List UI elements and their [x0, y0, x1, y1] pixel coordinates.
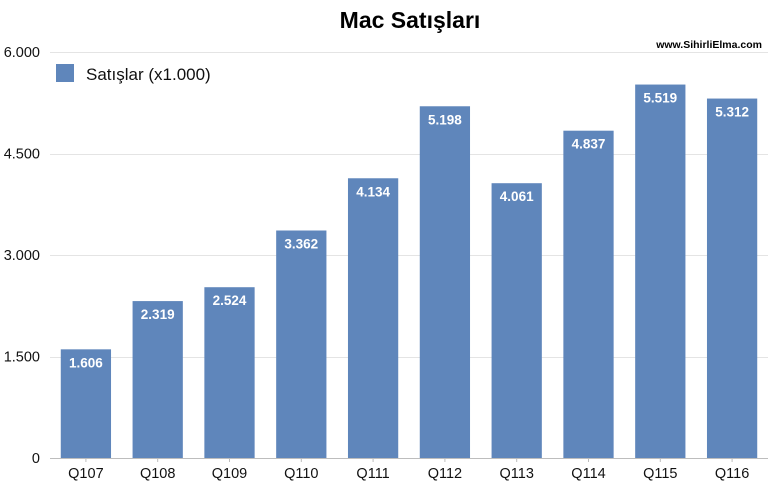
data-label: 5.198 [428, 112, 462, 127]
x-tick-label: Q113 [499, 466, 533, 482]
bar [132, 301, 183, 458]
data-label: 5.519 [643, 91, 677, 106]
y-tick-label: 3.000 [4, 248, 40, 264]
bars [60, 84, 758, 459]
y-tick-label: 4.500 [4, 147, 40, 163]
data-label: 1.606 [69, 355, 103, 370]
x-tick-label: Q110 [284, 466, 318, 482]
data-label: 5.312 [715, 105, 749, 120]
legend-swatch [56, 64, 74, 82]
bar [563, 130, 614, 458]
data-label: 2.524 [213, 293, 247, 308]
bar [204, 287, 255, 458]
data-label: 4.837 [572, 137, 606, 152]
data-label: 3.362 [284, 237, 318, 252]
x-tick-label: Q112 [428, 466, 462, 482]
legend-label: Satışlar (x1.000) [86, 65, 211, 84]
bar [706, 98, 758, 459]
bar [347, 178, 399, 459]
data-label: 4.061 [500, 189, 534, 204]
bar [635, 84, 686, 458]
x-tick-label: Q109 [212, 466, 247, 482]
y-tick-label: 1.500 [4, 350, 40, 366]
y-tick-label: 6.000 [4, 45, 40, 61]
bar [419, 106, 471, 458]
x-tick-label: Q108 [140, 466, 175, 482]
data-label: 4.134 [356, 184, 390, 199]
x-tick-label: Q107 [68, 466, 103, 482]
legend: Satışlar (x1.000) [56, 64, 211, 84]
axes: 0 1.500 3.000 4.500 6.000 Q107 Q108 Q109 Q110 Q11… [4, 45, 768, 482]
data-labels: 1.606 2.319 2.524 3.362 4.134 5.198 4.061 4.837… [69, 91, 749, 371]
x-tick-label: Q111 [356, 466, 389, 482]
source-label: www.SihirliElma.com [655, 39, 762, 51]
x-tick-label: Q115 [643, 466, 677, 482]
data-label: 2.319 [141, 307, 175, 322]
bar [60, 349, 112, 458]
chart-title: Mac Satışları [340, 7, 481, 33]
y-tick-label: 0 [32, 451, 40, 467]
bar [276, 230, 327, 458]
bar [491, 183, 542, 458]
x-tick-label: Q116 [715, 466, 749, 482]
x-tick-label: Q114 [571, 466, 605, 482]
